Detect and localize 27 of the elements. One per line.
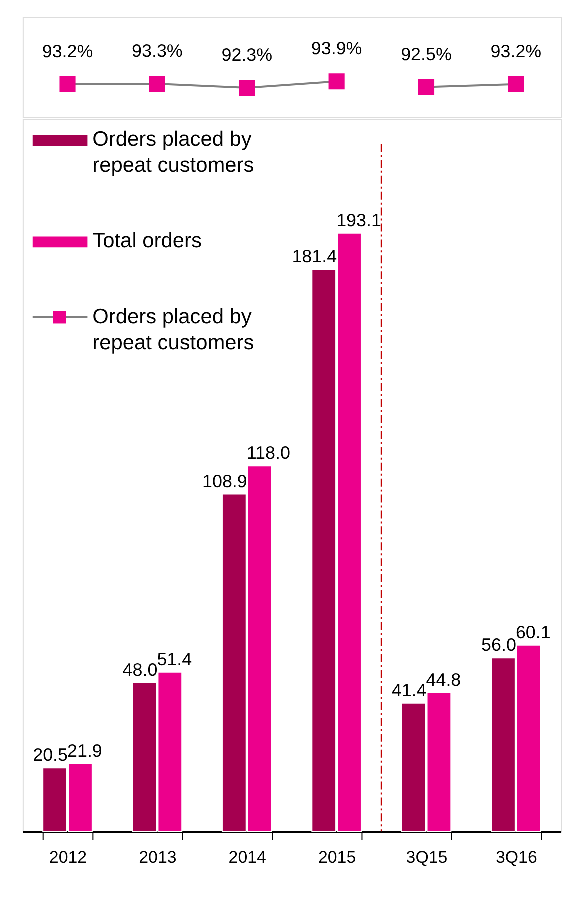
x-tick-label: 3Q15 [406, 848, 448, 867]
x-tick-label: 2012 [49, 848, 88, 867]
data-label: 181.4 [292, 246, 338, 267]
x-tick-label: 2015 [318, 848, 356, 867]
data-label: 56.0 [482, 635, 516, 656]
data-label: 21.9 [68, 740, 102, 761]
legend-label: Orders placed by repeat customers [92, 305, 254, 354]
data-label: 108.9 [202, 471, 248, 492]
data-label: 93.3% [132, 41, 183, 62]
data-label: 48.0 [122, 660, 158, 680]
data-label: 92.3% [222, 45, 273, 66]
data-label: 51.4 [157, 649, 192, 670]
data-label: 92.5% [401, 44, 452, 64]
data-label: 93.2% [490, 42, 542, 62]
x-tick-label: 2014 [228, 848, 266, 867]
data-label: 193.1 [336, 210, 382, 230]
data-label: 60.1 [516, 622, 551, 642]
x-tick-label: 2013 [139, 848, 177, 867]
data-label: 41.4 [392, 680, 427, 700]
legend-label: Orders placed by repeat customers [92, 128, 254, 177]
legend-label: Total orders [92, 230, 202, 253]
data-label: 44.8 [426, 670, 462, 690]
data-label: 118.0 [246, 443, 290, 464]
data-label: 93.2% [42, 42, 94, 62]
data-label: 93.9% [311, 38, 362, 59]
x-tick-label: 3Q16 [496, 848, 538, 867]
data-label: 20.5 [33, 745, 68, 766]
